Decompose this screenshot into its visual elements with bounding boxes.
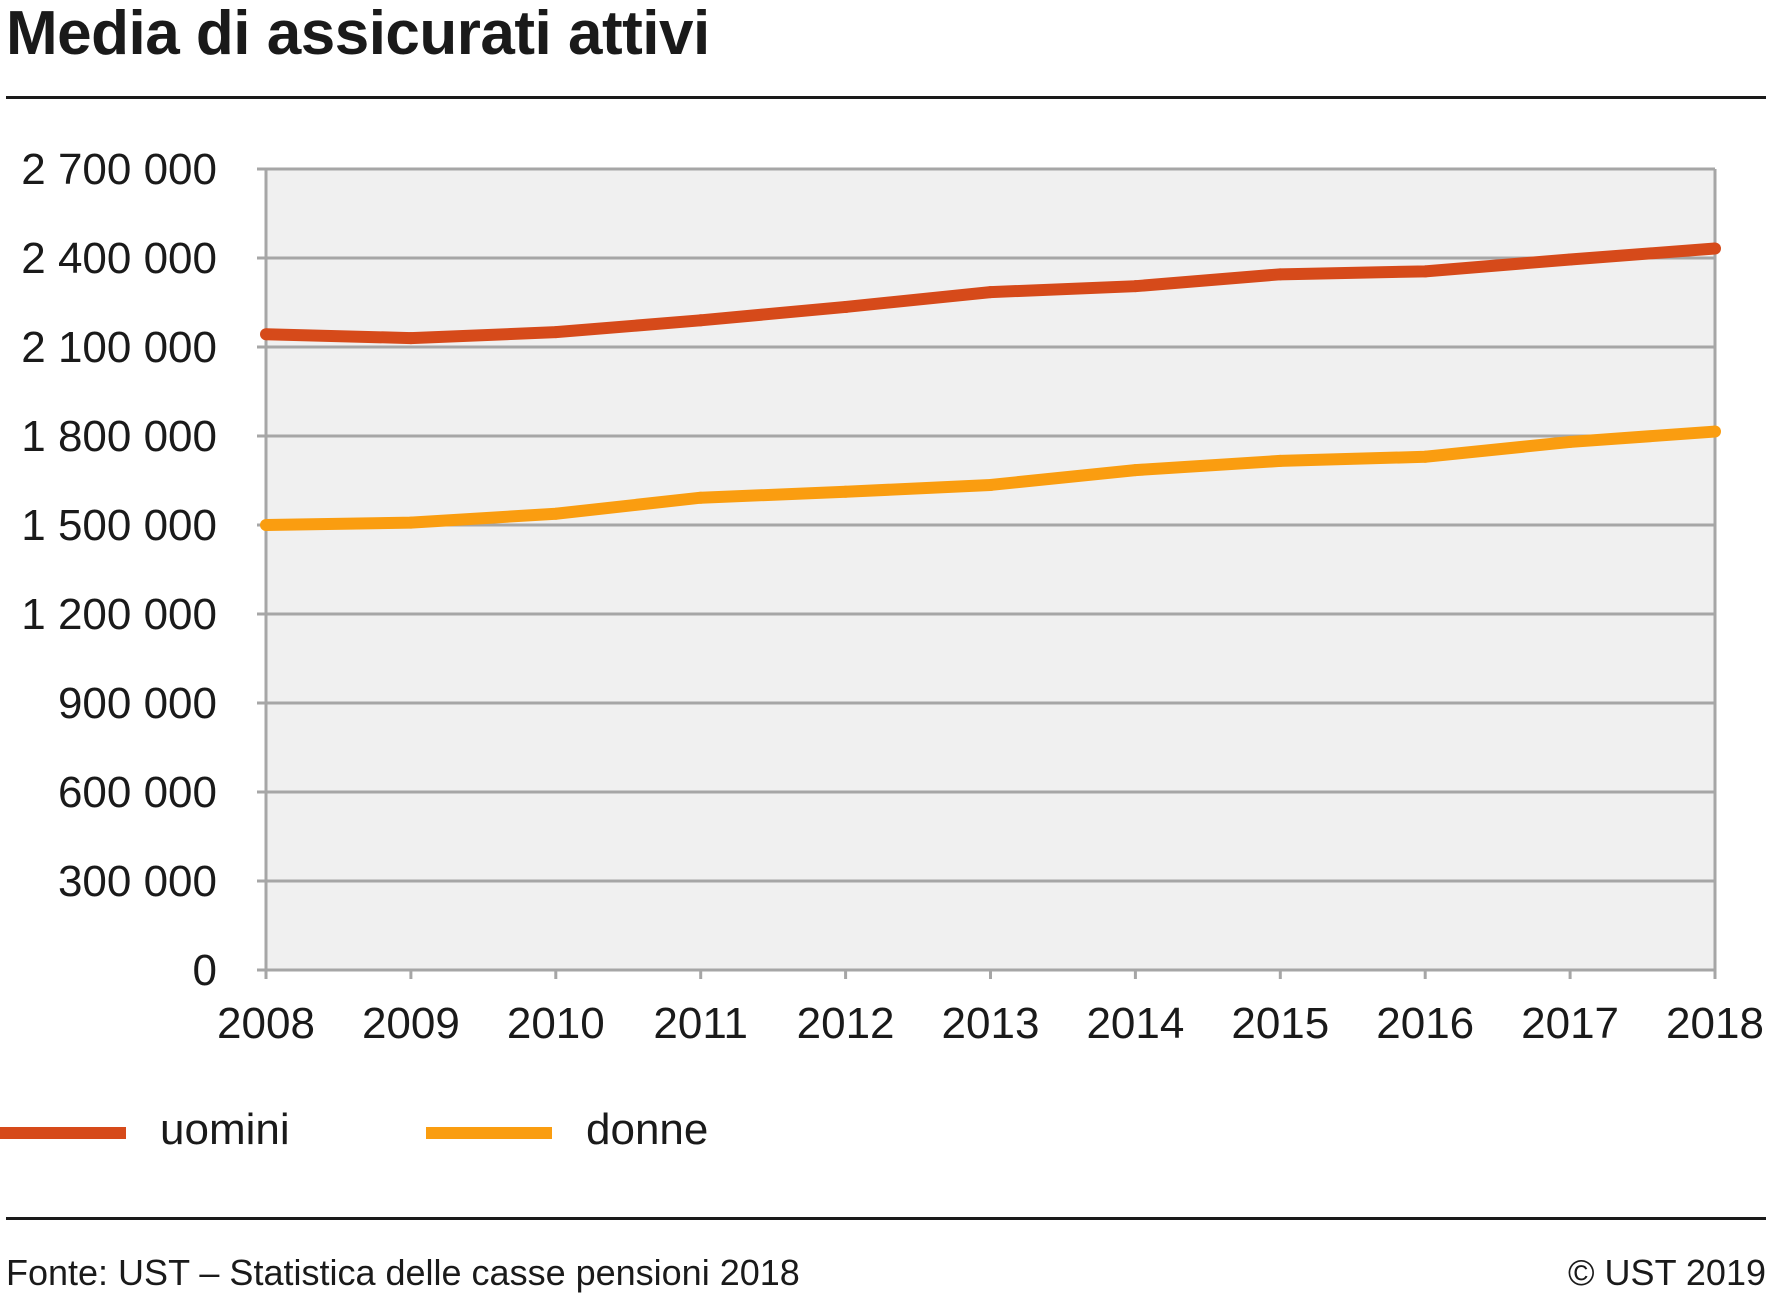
data-point-uomini [984,286,997,299]
y-tick-label: 1 500 000 [21,501,217,550]
x-tick-label: 2015 [1231,999,1329,1048]
data-point-donne [404,516,417,529]
data-point-uomini [1129,280,1142,293]
data-point-donne [1274,454,1287,467]
line-chart: 0 300 000 600 000 900 000 1 200 000 1 500 000… [21,145,1764,1048]
legend-label: uomini [160,1105,290,1154]
data-point-uomini [1564,253,1577,266]
legend-swatch [0,1127,126,1139]
y-tick-label: 0 [193,946,217,995]
plot-area [266,169,1715,970]
y-tick-label: 1 200 000 [21,590,217,639]
x-tick-label: 2014 [1086,999,1184,1048]
y-tick-label: 2 100 000 [21,323,217,372]
data-point-uomini [1709,242,1721,255]
data-point-donne [1419,450,1432,463]
copyright-note: © UST 2019 [1568,1252,1766,1293]
x-tick-label: 2012 [797,999,895,1048]
x-tick-label: 2016 [1376,999,1474,1048]
y-tick-label: 2 700 000 [21,145,217,194]
data-point-donne [839,485,852,498]
x-tick-label: 2018 [1666,999,1764,1048]
data-point-uomini [694,314,707,327]
x-tick-label: 2009 [362,999,460,1048]
page-title: Media di assicurati attivi [6,0,710,68]
footer-divider [6,1217,1766,1220]
y-tick-label: 600 000 [58,768,217,817]
legend-swatch [426,1127,552,1139]
title-divider [6,96,1766,99]
source-note: Fonte: UST – Statistica delle casse pens… [6,1252,800,1293]
x-tick-label: 2013 [942,999,1040,1048]
legend-label: donne [586,1105,709,1154]
data-point-uomini [404,332,417,345]
data-point-donne [1129,464,1142,477]
x-tick-label: 2010 [507,999,605,1048]
data-point-uomini [260,328,272,341]
data-point-donne [1709,425,1721,438]
y-tick-label: 300 000 [58,857,217,906]
y-tick-label: 2 400 000 [21,234,217,283]
y-tick-label: 1 800 000 [21,412,217,461]
data-point-uomini [549,326,562,339]
x-tick-label: 2008 [217,999,315,1048]
data-point-uomini [1274,268,1287,281]
data-point-donne [549,507,562,520]
data-point-donne [1564,435,1577,448]
y-tick-label: 900 000 [58,679,217,728]
data-point-uomini [1419,265,1432,278]
x-tick-label: 2017 [1521,999,1619,1048]
data-point-donne [260,519,272,531]
data-point-uomini [839,300,852,313]
data-point-donne [984,478,997,491]
data-point-donne [694,491,707,504]
x-tick-label: 2011 [653,999,748,1048]
